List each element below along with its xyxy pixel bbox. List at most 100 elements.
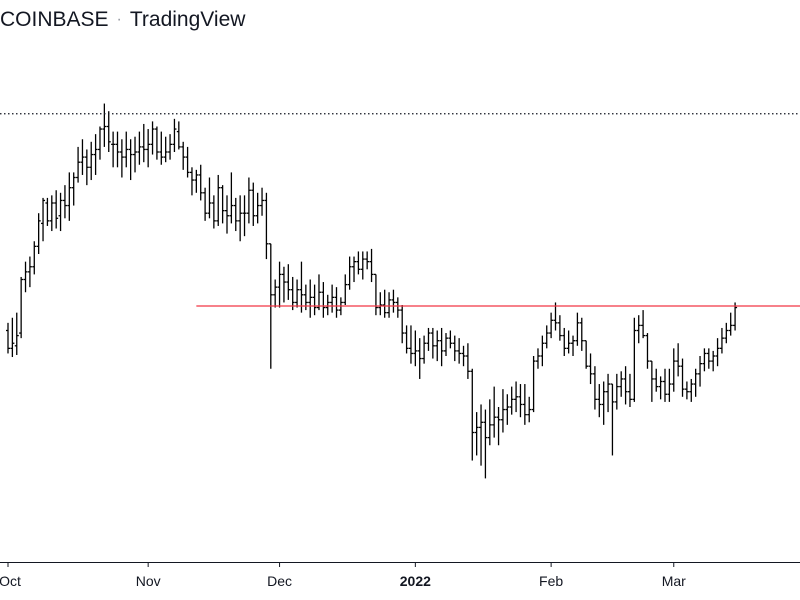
ohlc-bar (382, 289, 387, 318)
ohlc-bar (172, 118, 177, 152)
ohlc-bar (290, 276, 295, 311)
ohlc-bar (159, 131, 164, 165)
tradingview-brand: TradingView (129, 8, 246, 31)
ohlc-bar (168, 134, 173, 160)
ohlc-bar (373, 273, 378, 316)
ohlc-bar (264, 192, 269, 260)
ohlc-bar (571, 335, 576, 356)
ohlc-bar (400, 305, 405, 344)
ohlc-bar (194, 169, 199, 193)
ohlc-bar (676, 343, 681, 377)
ohlc-bar (430, 327, 435, 359)
ohlc-bar (632, 317, 637, 402)
ohlc-bar (553, 302, 558, 331)
ohlc-bar (601, 381, 606, 425)
ohlc-bar (115, 131, 120, 168)
ohlc-bar (457, 338, 462, 364)
ohlc-bar (154, 126, 159, 160)
ohlc-bar (36, 213, 41, 254)
x-tick-label: Nov (136, 573, 161, 589)
ohlc-bar (137, 131, 142, 165)
ohlc-bar (404, 325, 409, 354)
ohlc-bar (426, 327, 431, 351)
ohlc-bar (540, 335, 545, 367)
ohlc-bar (514, 381, 519, 413)
ohlc-bar (465, 343, 470, 379)
ohlc-bar (365, 251, 370, 270)
ohlc-bar (724, 322, 729, 344)
ohlc-bar (273, 279, 278, 308)
ohlc-bar (281, 266, 286, 303)
ohlc-bar (255, 192, 260, 224)
ohlc-bar (106, 111, 111, 152)
x-tick-label: 2022 (400, 573, 431, 589)
ohlc-bar (658, 376, 663, 400)
ohlc-bar (584, 340, 589, 369)
ohlc-bar (413, 330, 418, 367)
ohlc-bar (592, 366, 597, 410)
ohlc-bar (220, 185, 225, 224)
ohlc-bar (352, 256, 357, 283)
ohlc-bar (505, 394, 510, 425)
ohlc-bar (277, 261, 282, 308)
ohlc-bar (387, 292, 392, 318)
ohlc-bar (238, 195, 243, 242)
ohlc-bar (610, 383, 615, 456)
ohlc-bar (71, 172, 76, 206)
ohlc-bar (614, 373, 619, 410)
ohlc-bar (27, 256, 32, 288)
ohlc-bar (19, 276, 24, 339)
ohlc-bar (176, 121, 181, 150)
ohlc-bar (356, 251, 361, 275)
ohlc-bar (216, 174, 221, 226)
ohlc-bar (150, 121, 155, 155)
ohlc-bar (531, 356, 536, 413)
ohlc-bar (527, 396, 532, 423)
x-tick-label: Mar (662, 573, 686, 589)
ohlc-bar (198, 164, 203, 201)
ohlc-bar (321, 282, 326, 318)
ohlc-bar (308, 279, 313, 318)
ohlc-bar (41, 197, 46, 242)
ohlc-bar (487, 399, 492, 446)
ohlc-bar (325, 294, 330, 316)
x-tick-label: Dec (267, 573, 292, 589)
ohlc-bar (667, 368, 672, 402)
ohlc-bar (680, 358, 685, 397)
ohlc-bar (203, 187, 208, 221)
ohlc-bar (417, 338, 422, 379)
ohlc-bar (663, 368, 667, 402)
ohlc-bar (711, 350, 716, 372)
ohlc-bar (562, 327, 567, 356)
ohlc-bar (133, 136, 138, 173)
ohlc-bar (706, 348, 711, 369)
ohlc-bar (299, 261, 304, 313)
ohlc-bar (391, 289, 396, 313)
ohlc-bar (544, 325, 549, 349)
ohlc-bar (89, 141, 94, 181)
ohlc-bar (448, 330, 453, 349)
ohlc-bar (715, 338, 720, 367)
ohlc-bar (606, 373, 611, 413)
ohlc-bar (422, 335, 427, 364)
ohlc-bar (623, 366, 628, 405)
ohlc-bar (225, 195, 229, 234)
ohlc-bar (80, 139, 85, 175)
ohlc-bar (286, 264, 291, 300)
ohlc-bar (6, 322, 10, 354)
ohlc-bar (557, 315, 562, 341)
ohlc-bar (654, 368, 659, 392)
ohlc-bar (242, 195, 247, 237)
ohlc-bar (334, 287, 339, 318)
ohlc-bar (518, 384, 523, 418)
ohlc-bar (97, 126, 102, 160)
ohlc-bar (76, 146, 81, 183)
ohlc-bar (597, 384, 602, 418)
ohlc-bar (146, 129, 151, 168)
ohlc-bar (671, 348, 676, 392)
ohlc-bar (483, 409, 488, 479)
ohlc-bar (470, 368, 475, 461)
ohlc-bar (378, 292, 383, 316)
ohlc-bar (496, 407, 501, 446)
